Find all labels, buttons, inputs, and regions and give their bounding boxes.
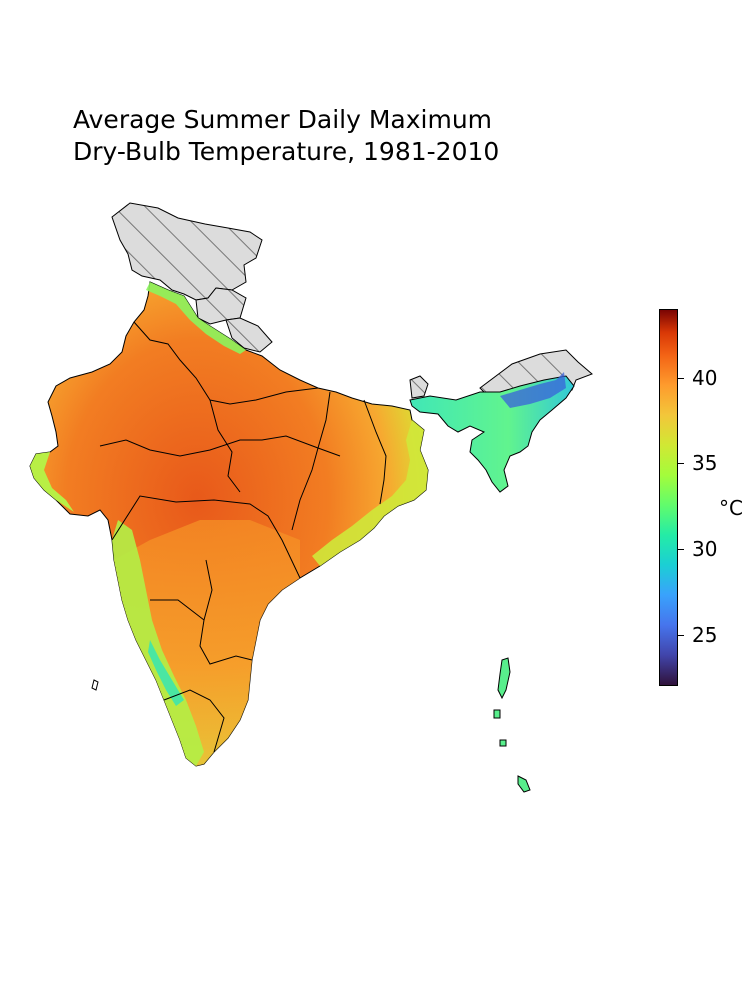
northeast-region — [409, 375, 575, 493]
colorbar-tick-label-25: 25 — [692, 623, 718, 647]
gujarat-coast-mild — [30, 452, 74, 512]
lakshadweep — [91, 679, 99, 691]
colorbar-unit-label: °C — [719, 496, 743, 520]
colorbar-tick-label-30: 30 — [692, 537, 718, 561]
nicobar-islands — [499, 739, 507, 747]
colorbar — [659, 309, 678, 686]
sikkim — [409, 375, 429, 399]
map-title: Average Summer Daily Maximum Dry-Bulb Te… — [73, 104, 499, 168]
island-small-1 — [493, 709, 501, 719]
northeast-cold-patches — [500, 372, 566, 408]
nicobar-great — [517, 775, 531, 793]
colorbar-tick-30 — [678, 549, 684, 550]
foothill-cool-band — [146, 282, 246, 354]
colorbar-tick-label-35: 35 — [692, 451, 718, 475]
jammu-kashmir-nodata — [111, 202, 263, 301]
andaman-islands — [497, 657, 511, 700]
colorbar-tick-40 — [678, 378, 684, 379]
himachal-nodata — [195, 287, 247, 325]
title-line-2: Dry-Bulb Temperature, 1981-2010 — [73, 137, 500, 166]
western-ghats-cool — [112, 520, 204, 766]
south-peninsula — [114, 520, 300, 766]
state-boundaries — [99, 321, 387, 753]
uttarakhand-nodata — [225, 317, 273, 353]
colorbar-tick-25 — [678, 635, 684, 636]
east-coast-mild — [312, 420, 428, 566]
colorbar-tick-35 — [678, 463, 684, 464]
colorbar-tick-label-40: 40 — [692, 366, 718, 390]
title-line-1: Average Summer Daily Maximum — [73, 105, 493, 134]
western-ghats-cooler — [148, 640, 184, 706]
